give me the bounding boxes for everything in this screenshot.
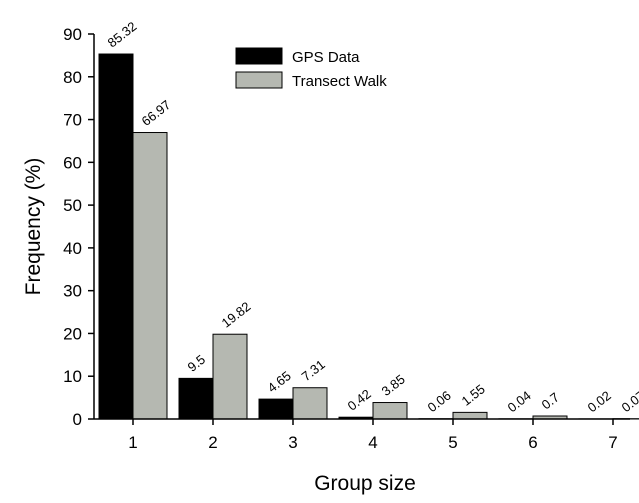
data-label-gps-data-1: 85.32 bbox=[105, 19, 140, 51]
bar-gps-data-3 bbox=[259, 399, 293, 419]
y-axis-title: Frequency (%) bbox=[22, 158, 45, 296]
data-label-gps-data-5: 0.06 bbox=[425, 388, 454, 415]
x-tick-label: 6 bbox=[528, 433, 537, 452]
y-tick-label: 30 bbox=[63, 282, 82, 301]
legend: GPS Data Transect Walk bbox=[226, 40, 446, 104]
y-tick-label: 90 bbox=[63, 25, 82, 44]
data-label-transect-walk-6: 0.7 bbox=[539, 389, 562, 412]
x-tick-label: 3 bbox=[288, 433, 297, 452]
x-tick-label: 4 bbox=[368, 433, 377, 452]
data-label-transect-walk-4: 3.85 bbox=[379, 371, 408, 398]
x-tick-label: 2 bbox=[208, 433, 217, 452]
bar-transect-walk-3 bbox=[293, 388, 327, 419]
y-tick-label: 10 bbox=[63, 367, 82, 386]
legend-swatch-gps-data bbox=[236, 48, 282, 64]
x-tick-label: 5 bbox=[448, 433, 457, 452]
x-tick-label: 7 bbox=[608, 433, 617, 452]
data-label-gps-data-7: 0.02 bbox=[585, 388, 614, 415]
y-tick-label: 0 bbox=[73, 410, 82, 429]
legend-label-transect-walk: Transect Walk bbox=[292, 73, 387, 90]
bar-gps-data-1 bbox=[99, 54, 133, 419]
y-tick-label: 80 bbox=[63, 68, 82, 87]
y-tick-label: 20 bbox=[63, 324, 82, 343]
bar-transect-walk-2 bbox=[213, 334, 247, 419]
x-tick-label: 1 bbox=[128, 433, 137, 452]
x-ticks: 1 2 3 4 5 6 7 bbox=[128, 419, 617, 452]
bar-gps-data-2 bbox=[179, 378, 213, 419]
y-tick-label: 60 bbox=[63, 153, 82, 172]
data-label-transect-walk-5: 1.55 bbox=[459, 381, 488, 408]
data-label-gps-data-4: 0.42 bbox=[345, 386, 374, 413]
y-tick-label: 50 bbox=[63, 196, 82, 215]
legend-swatch-transect-walk bbox=[236, 72, 282, 88]
data-label-transect-walk-2: 19.82 bbox=[219, 299, 254, 331]
y-tick-label: 70 bbox=[63, 111, 82, 130]
y-tick-label: 40 bbox=[63, 239, 82, 258]
data-label-transect-walk-1: 66.97 bbox=[139, 97, 174, 129]
data-label-gps-data-2: 9.5 bbox=[185, 352, 208, 375]
data-label-gps-data-6: 0.04 bbox=[505, 388, 534, 415]
bar-transect-walk-4 bbox=[373, 403, 407, 419]
data-label-gps-data-3: 4.65 bbox=[265, 368, 294, 395]
y-ticks: 0 10 20 30 40 50 60 70 80 90 bbox=[63, 25, 94, 429]
bars-layer bbox=[99, 54, 639, 419]
data-label-transect-walk-3: 7.31 bbox=[299, 357, 328, 384]
bar-transect-walk-1 bbox=[133, 133, 167, 419]
x-axis-title: Group size bbox=[314, 472, 416, 495]
data-label-transect-walk-7: 0.07 bbox=[619, 388, 639, 415]
bar-transect-walk-5 bbox=[453, 412, 487, 419]
legend-label-gps-data: GPS Data bbox=[292, 49, 360, 66]
